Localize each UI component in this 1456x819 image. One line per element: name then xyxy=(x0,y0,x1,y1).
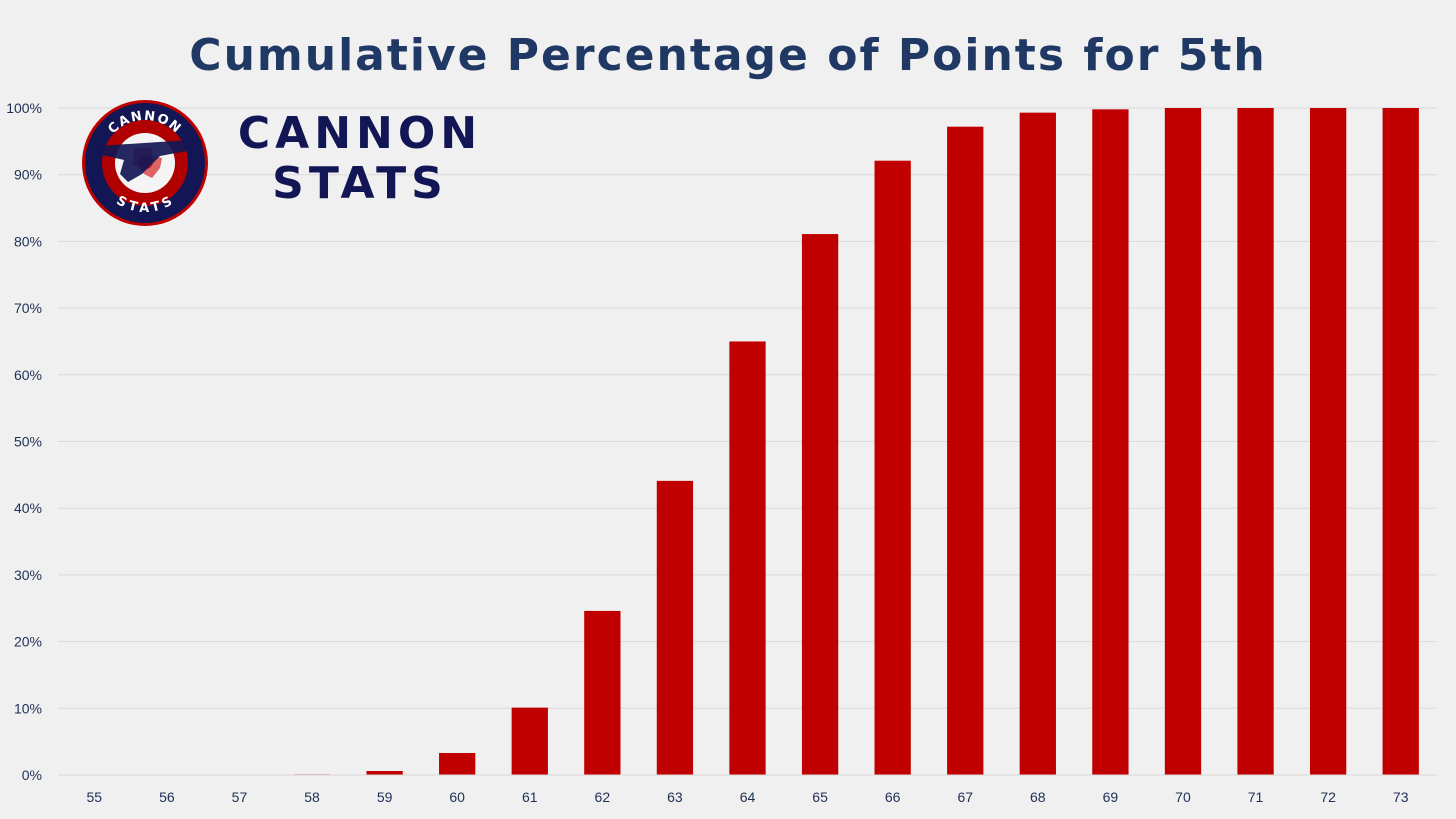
x-axis-ticks: 55 56 57 58 59 60 61 62 63 64 65 66 67 68 69 70 71 72 73 xyxy=(87,789,1409,805)
bar xyxy=(656,480,694,775)
y-tick-label: 60% xyxy=(14,367,42,383)
x-tick-label: 58 xyxy=(304,789,320,805)
y-tick-label: 50% xyxy=(14,434,42,450)
y-tick-label: 90% xyxy=(14,167,42,183)
x-tick-label: 68 xyxy=(1030,789,1046,805)
y-tick-label: 40% xyxy=(14,500,42,516)
cannon-stats-badge-icon: CANNON STATS xyxy=(82,100,208,226)
y-tick-label: 10% xyxy=(14,700,42,716)
x-tick-label: 63 xyxy=(667,789,683,805)
bar xyxy=(801,234,839,776)
x-tick-label: 60 xyxy=(449,789,465,805)
badge-bottom-text: STATS xyxy=(114,193,175,216)
logo-word-cannon: CANNON xyxy=(237,108,483,159)
y-tick-label: 80% xyxy=(14,233,42,249)
x-tick-label: 72 xyxy=(1320,789,1336,805)
bar xyxy=(1382,108,1419,775)
x-tick-label: 70 xyxy=(1175,789,1191,805)
bars xyxy=(293,108,1419,776)
bar xyxy=(439,752,476,775)
x-tick-label: 57 xyxy=(232,789,248,805)
x-tick-label: 59 xyxy=(377,789,393,805)
y-axis-ticks: 0% 10% 20% 30% 40% 50% 60% 70% 80% 90% 100% xyxy=(6,100,42,783)
bar xyxy=(584,610,621,775)
x-tick-label: 56 xyxy=(159,789,175,805)
cannon-stats-logo: CANNON STATS CANNON STATS xyxy=(80,98,500,228)
bar xyxy=(366,770,403,775)
bar xyxy=(1309,108,1347,775)
bar xyxy=(1019,112,1056,775)
bar xyxy=(511,707,548,775)
x-tick-label: 61 xyxy=(522,789,538,805)
logo-word-stats: STATS xyxy=(272,158,448,209)
y-tick-label: 20% xyxy=(14,634,42,650)
svg-text:STATS: STATS xyxy=(114,193,177,216)
x-tick-label: 55 xyxy=(87,789,103,805)
bar xyxy=(874,160,911,775)
y-tick-label: 30% xyxy=(14,567,42,583)
x-tick-label: 62 xyxy=(595,789,611,805)
x-tick-label: 69 xyxy=(1103,789,1119,805)
x-tick-label: 67 xyxy=(957,789,973,805)
bar xyxy=(1092,109,1129,776)
x-tick-label: 73 xyxy=(1393,789,1409,805)
bar xyxy=(729,341,766,775)
x-tick-label: 71 xyxy=(1248,789,1264,805)
y-tick-label: 70% xyxy=(14,300,42,316)
bar xyxy=(1164,108,1202,775)
x-tick-label: 64 xyxy=(740,789,756,805)
y-tick-label: 0% xyxy=(22,767,42,783)
chart-title: Cumulative Percentage of Points for 5th xyxy=(189,30,1267,81)
y-tick-label: 100% xyxy=(6,100,42,116)
bar xyxy=(947,126,984,775)
logo-wordmark: CANNON STATS xyxy=(220,112,500,206)
x-tick-label: 66 xyxy=(885,789,901,805)
bar xyxy=(1237,108,1274,775)
x-tick-label: 65 xyxy=(812,789,828,805)
